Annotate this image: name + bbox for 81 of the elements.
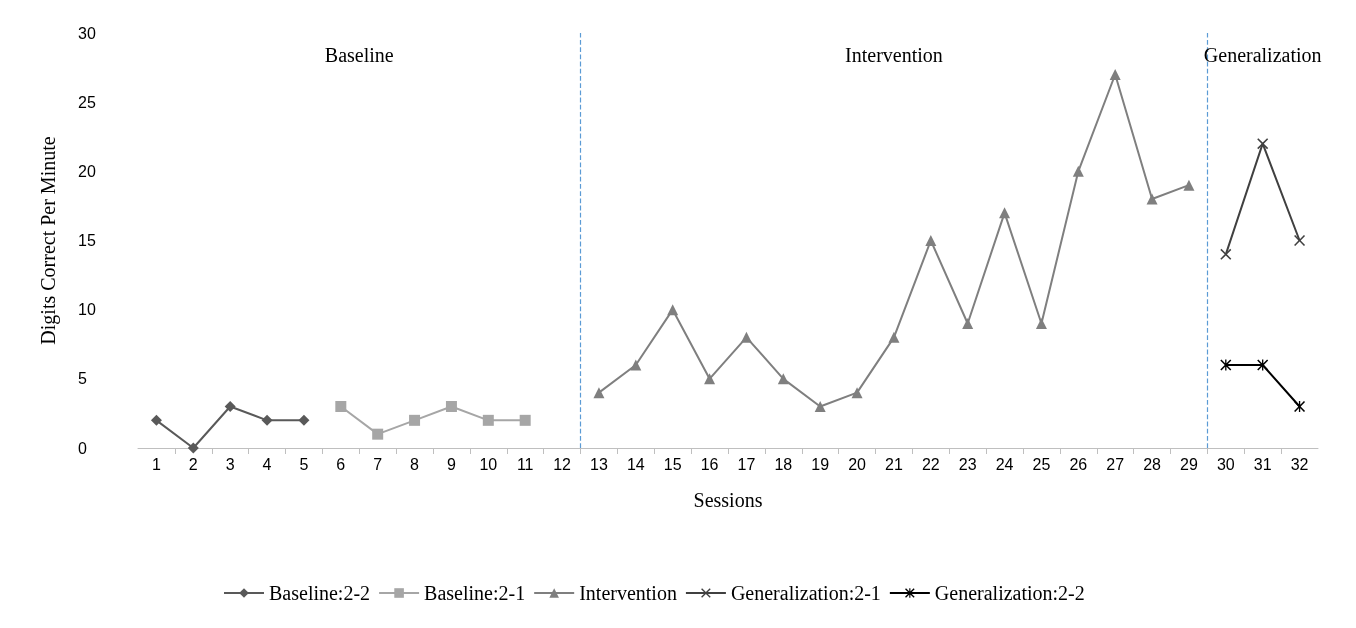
y-tick-label: 20	[78, 162, 96, 180]
point	[150, 414, 162, 426]
x-tick-label: 18	[774, 455, 793, 473]
x-tick-label: 28	[1143, 455, 1162, 473]
x-tick-label: 23	[958, 455, 977, 473]
point	[593, 387, 605, 399]
point	[1183, 179, 1195, 191]
x-tick-label: 25	[1032, 455, 1051, 473]
legend-label: Generalization:2-1	[730, 582, 881, 604]
point	[224, 401, 236, 412]
point	[482, 414, 494, 426]
annotation: Baseline	[324, 44, 394, 66]
x-tick-label: 16	[700, 455, 719, 473]
point	[704, 373, 716, 385]
x-axis-title: Sessions	[693, 489, 763, 511]
point	[1257, 138, 1269, 150]
point	[1220, 248, 1232, 260]
y-tick-label: 30	[78, 24, 96, 42]
x-tick-label: 8	[410, 455, 420, 473]
x-tick-label: 21	[885, 455, 903, 473]
x-tick-label: 14	[626, 455, 645, 473]
x-tick-label: 22	[921, 455, 940, 473]
point	[630, 359, 642, 371]
x-tick-label: 30	[1216, 455, 1235, 473]
point	[1072, 165, 1084, 177]
annotation: Generalization	[1203, 44, 1322, 66]
point	[814, 401, 826, 412]
x-tick-label: 13	[590, 455, 608, 473]
legend-label: Intervention	[579, 582, 677, 604]
point	[1294, 401, 1306, 412]
x-tick-label: 20	[848, 455, 867, 473]
point	[1109, 69, 1121, 80]
y-tick-label: 15	[78, 232, 96, 249]
annotation: Intervention	[845, 44, 943, 66]
x-tick-label: 9	[446, 455, 456, 473]
point	[777, 373, 789, 385]
y-tick-label: 10	[78, 301, 96, 319]
x-tick-label: 11	[516, 455, 534, 473]
point	[999, 207, 1011, 219]
point	[445, 401, 457, 412]
point	[888, 331, 900, 343]
y-axis-title: Digits Correct Per Minute	[37, 136, 60, 345]
x-tick-label: 1	[151, 455, 161, 473]
y-tick-label: 5	[78, 370, 87, 388]
point	[962, 318, 974, 329]
legend-label: Baseline:2-2	[269, 582, 371, 604]
x-tick-label: 3	[225, 455, 235, 473]
point	[519, 414, 531, 426]
point	[667, 304, 679, 316]
x-tick-label: 24	[995, 455, 1014, 473]
x-tick-label: 4	[262, 455, 272, 473]
point	[1035, 318, 1047, 329]
y-tick-label: 0	[78, 439, 87, 457]
point	[1146, 193, 1158, 205]
x-tick-label: 19	[811, 455, 830, 473]
point	[740, 331, 752, 343]
point	[1294, 235, 1306, 246]
x-tick-label: 26	[1069, 455, 1088, 473]
x-tick-label: 31	[1253, 455, 1272, 473]
legend-label: Generalization:2-2	[934, 582, 1085, 604]
x-tick-label: 29	[1180, 455, 1198, 473]
point	[851, 387, 863, 399]
point	[372, 428, 384, 440]
point	[925, 235, 937, 246]
point	[335, 401, 347, 412]
x-tick-label: 32	[1290, 455, 1309, 473]
x-tick-label: 17	[737, 455, 756, 473]
x-tick-label: 6	[336, 455, 346, 473]
point	[298, 414, 310, 426]
point	[409, 414, 421, 426]
x-tick-label: 10	[479, 455, 498, 473]
x-tick-label: 27	[1106, 455, 1125, 473]
x-tick-label: 7	[373, 455, 383, 473]
point	[187, 442, 199, 454]
x-tick-label: 15	[663, 455, 682, 473]
y-tick-label: 25	[78, 93, 96, 111]
x-tick-label: 5	[299, 455, 309, 473]
x-tick-label: 2	[188, 455, 198, 473]
legend-label: Baseline:2-1	[424, 582, 526, 604]
x-tick-label: 12	[553, 455, 572, 473]
point	[261, 414, 273, 426]
